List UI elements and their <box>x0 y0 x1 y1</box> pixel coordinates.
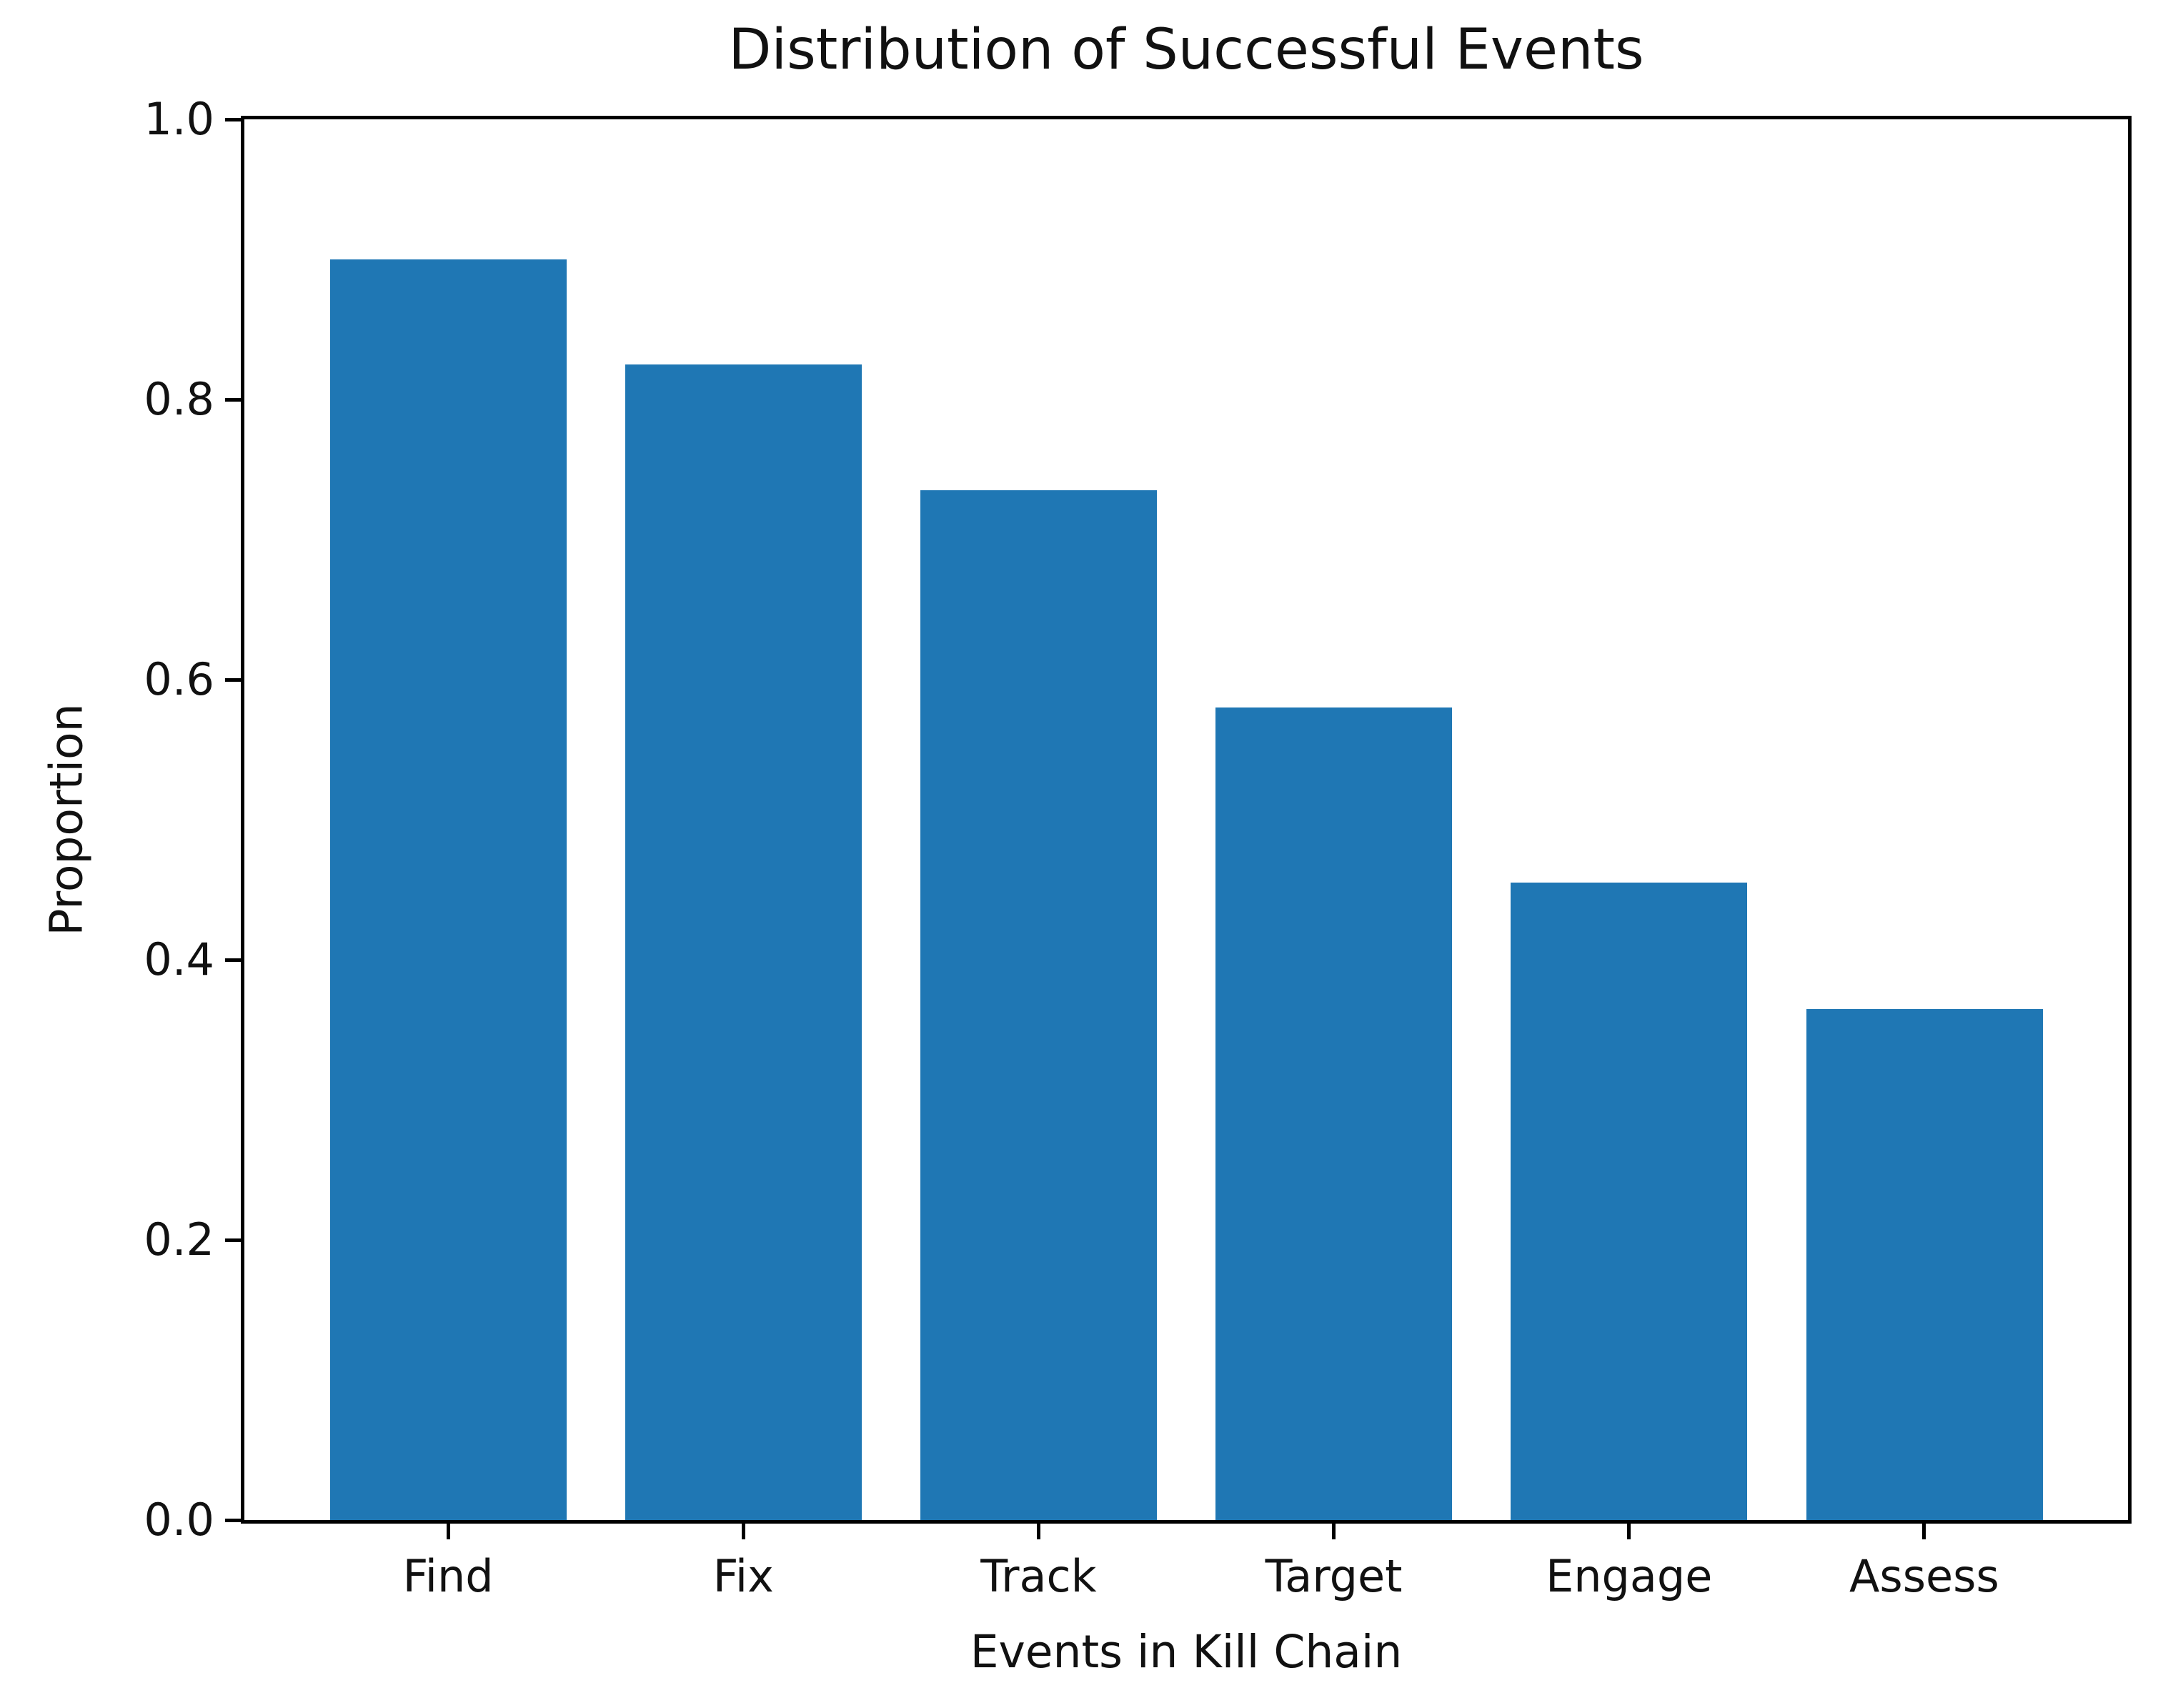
x-tick-label: Fix <box>712 1550 774 1602</box>
y-tick-label: 0.2 <box>144 1213 214 1266</box>
y-tick-mark <box>225 958 241 962</box>
bar-fix <box>625 364 862 1520</box>
y-tick-mark <box>225 1518 241 1522</box>
y-tick-label: 0.0 <box>144 1494 214 1546</box>
y-tick-label: 1.0 <box>144 93 214 145</box>
y-tick-label: 0.8 <box>144 373 214 425</box>
y-tick-label: 0.4 <box>144 933 214 985</box>
bar-engage <box>1511 883 1747 1520</box>
y-tick-mark <box>225 1238 241 1242</box>
x-tick-label: Assess <box>1849 1550 1999 1602</box>
y-tick-mark <box>225 117 241 121</box>
y-tick-mark <box>225 677 241 682</box>
bar-assess <box>1806 1009 2043 1520</box>
x-tick-mark <box>1627 1524 1631 1539</box>
bar-target <box>1215 707 1452 1520</box>
x-tick-mark <box>1922 1524 1926 1539</box>
x-axis-label: Events in Kill Chain <box>970 1626 1403 1678</box>
x-tick-mark <box>1332 1524 1336 1539</box>
bar-track <box>920 490 1157 1520</box>
y-axis-label: Proportion <box>40 703 93 936</box>
x-tick-mark <box>741 1524 745 1539</box>
bar-find <box>330 259 567 1520</box>
x-tick-label: Target <box>1265 1550 1403 1602</box>
x-tick-mark <box>1036 1524 1040 1539</box>
x-tick-mark <box>446 1524 450 1539</box>
y-tick-label: 0.6 <box>144 653 214 705</box>
plot-area: 0.0 0.2 0.4 0.6 0.8 1.0 Find Fix Track Target Enga… <box>144 97 2132 1599</box>
chart-title: Distribution of Successful Events <box>728 18 1644 82</box>
y-tick-mark <box>225 397 241 402</box>
x-tick-label: Engage <box>1546 1550 1713 1602</box>
x-tick-label: Track <box>980 1550 1097 1602</box>
x-tick-label: Find <box>402 1550 494 1602</box>
